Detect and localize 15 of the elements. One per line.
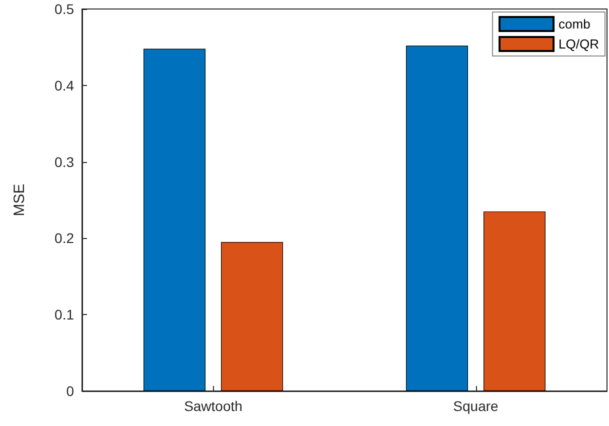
x-tick-label: Square bbox=[453, 398, 499, 414]
y-tick-label: 0.4 bbox=[54, 77, 74, 94]
bar bbox=[144, 48, 206, 391]
y-tick-label: 0.2 bbox=[54, 230, 74, 246]
bar bbox=[406, 46, 468, 391]
legend-label: comb bbox=[558, 16, 590, 32]
y-tick-label: 0.5 bbox=[54, 1, 74, 17]
y-tick-label: 0.3 bbox=[54, 154, 74, 170]
bar bbox=[484, 211, 546, 391]
x-tick-label: Sawtooth bbox=[184, 398, 242, 414]
y-tick-label: 0.1 bbox=[54, 306, 74, 323]
bar bbox=[221, 242, 283, 391]
y-tick-label: 0 bbox=[66, 383, 74, 399]
legend-label: LQ/QR bbox=[558, 36, 600, 52]
y-axis-title: MSE bbox=[11, 184, 28, 216]
